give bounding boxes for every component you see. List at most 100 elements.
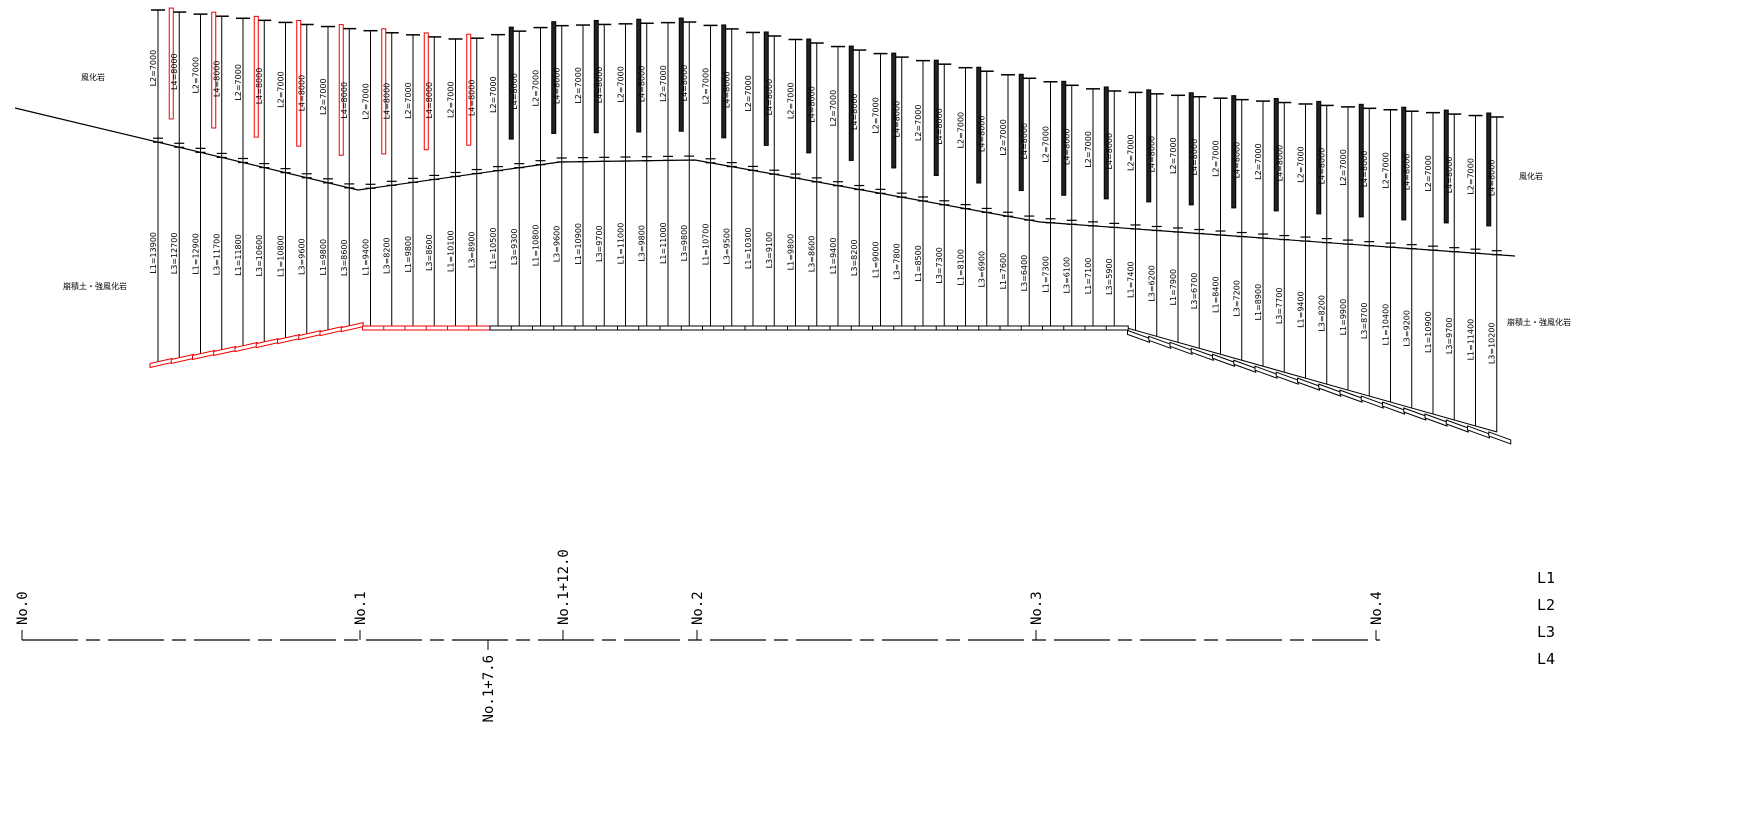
bearing-plate [680,325,704,331]
anchor-bar [636,18,642,133]
anchor-label: L1=10400 [1382,304,1391,346]
anchor-label: L4=8000 [1445,157,1454,194]
station-label: No.0 [15,591,31,625]
bearing-plate [1169,341,1193,356]
anchor-label: L2=7000 [447,81,456,118]
bearing-plate [383,325,407,331]
bearing-plate [850,325,874,331]
anchor-label: L3=8200 [1318,295,1327,332]
anchor-label: L4=8000 [595,67,604,104]
anchor-label: L1=11400 [1467,319,1476,361]
bearing-plate [340,322,364,333]
bearing-plate [999,325,1023,331]
anchor-label: L2=7000 [277,71,286,108]
anchor-label: L3=9100 [765,232,774,269]
bearing-plate [595,325,619,331]
anchor-label: L4=8000 [468,80,477,117]
anchor-label: L4=8000 [298,75,307,112]
anchor-label: L4=8000 [1318,148,1327,185]
bearing-plate [638,325,662,331]
anchor-label: L2=7000 [999,119,1008,156]
anchor-label: L1=7300 [1042,256,1051,293]
bearing-plate [765,325,789,331]
anchor-label: L1=10500 [489,227,498,269]
anchor-label: L4=8000 [425,82,434,119]
bearing-plate [702,325,725,331]
soil-label: 風化岩 [1519,171,1543,181]
anchor-label: L2=7000 [914,105,923,142]
anchor-label: L2=7000 [234,64,243,101]
anchor-label: L4=8000 [255,68,264,105]
bearing-plate [1275,371,1299,385]
bearing-plate [362,325,385,331]
anchor-label: L4=8000 [935,108,944,145]
bearing-plate [914,325,938,331]
bearing-plate [617,325,640,331]
bearing-plate [957,325,980,331]
anchor-label: L2=7000 [149,50,158,87]
anchor-label: L3=10200 [1488,322,1497,364]
anchor-label: L2=7000 [787,82,796,119]
anchor-label: L4=8000 [553,68,562,105]
anchor-label: L4=8000 [978,116,987,153]
anchor-label: L1=9400 [829,238,838,275]
anchor-label: L3=9800 [680,225,689,262]
anchor-label: L3=9600 [298,238,307,275]
anchor-label: L1=11000 [659,222,668,264]
anchor-bar [338,24,344,156]
anchor-bar [1146,89,1152,203]
anchor-label: L2=7000 [574,67,583,104]
anchor-label: L2=7000 [659,65,668,102]
station-label: No.3 [1029,591,1045,625]
bearing-plate [872,325,895,331]
anchor-label: L2=7000 [617,66,626,103]
anchor-label: L2=7000 [829,90,838,127]
anchor-label: L4=8000 [1190,139,1199,176]
bearing-plate [808,325,832,331]
anchor-label: L4=8000 [1403,154,1412,191]
anchor-label: L4=8000 [1020,123,1029,160]
anchor-label: L4=8000 [170,53,179,90]
anchor-label: L3=6700 [1190,273,1199,310]
anchor-label: L3=9200 [1403,310,1412,347]
bearing-plate [1382,401,1405,415]
bearing-plate [659,325,683,331]
anchor-label: L3=7200 [1233,280,1242,317]
anchor-label: L1=9000 [872,241,881,278]
station-label: No.1+12.0 [556,549,572,625]
anchor-bar [1273,98,1279,212]
anchor-label: L1=7400 [1127,261,1136,298]
anchor-label: L4=8000 [340,82,349,119]
anchor-label: L3=9300 [510,229,519,266]
bearing-plate [1360,395,1384,409]
anchor-label: L2=7000 [362,83,371,120]
bearing-plate [1488,431,1512,445]
station-label: No.1 [353,591,369,625]
anchor-label: L4=8000 [1105,133,1114,170]
anchor-label: L1=10800 [277,235,286,277]
station-label: No.1+7.6 [481,655,497,722]
bearing-plate [319,325,343,337]
anchor-label: L3=12700 [170,233,179,275]
bearing-plate [298,329,322,341]
anchor-bar [1188,92,1194,206]
anchor-label: L1=10300 [744,227,753,269]
anchor-label: L1=9400 [362,239,371,276]
soil-label: 崩積土・強風化岩 [1507,317,1571,327]
anchor-bar [763,31,769,146]
anchor-label: L2=7000 [192,57,201,94]
bearing-plate [1233,359,1257,373]
anchor-label: L3=8200 [850,239,859,276]
anchor-label: L3=8200 [383,237,392,274]
anchor-label: L1=9400 [1297,291,1306,328]
anchor-label: L2=7000 [1467,158,1476,195]
anchor-label: L4=8000 [808,86,817,123]
anchor-label: L4=8000 [1148,136,1157,173]
anchor-label: L1=10900 [574,223,583,265]
anchor-bar [806,38,812,154]
legend-label: L3 [1537,623,1555,641]
anchor-label: L3=8700 [1360,303,1369,340]
anchor-label: L4=8000 [383,83,392,120]
bearing-plate [170,353,194,365]
bearing-plate [1063,325,1087,331]
